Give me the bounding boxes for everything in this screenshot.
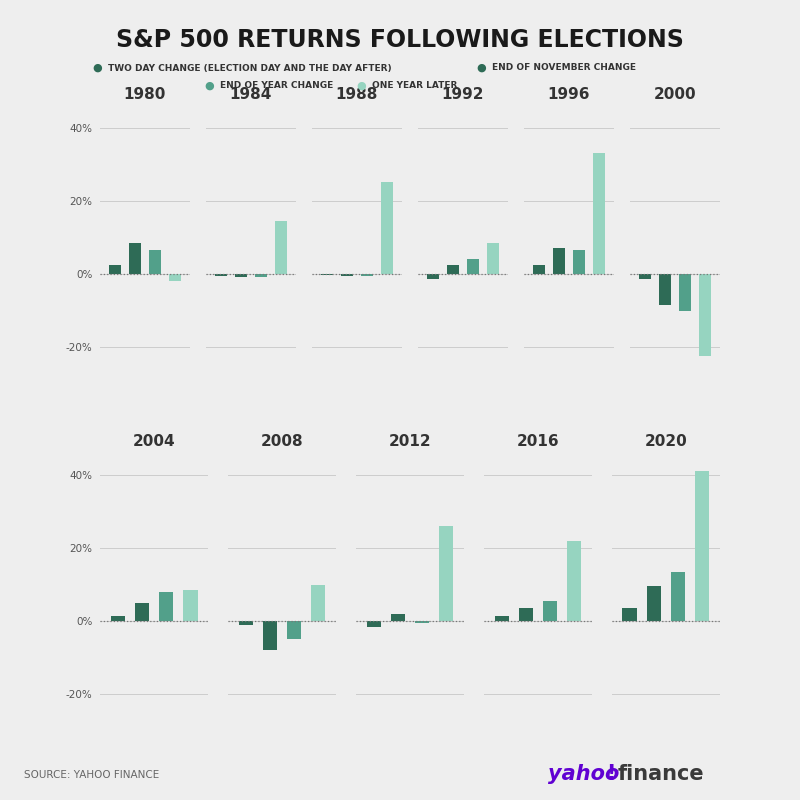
Bar: [390, 614, 405, 621]
Title: 1996: 1996: [548, 86, 590, 102]
Bar: [553, 248, 565, 274]
Title: 2008: 2008: [261, 434, 303, 449]
Bar: [255, 274, 267, 277]
Bar: [699, 274, 711, 356]
Text: SOURCE: YAHOO FINANCE: SOURCE: YAHOO FINANCE: [24, 770, 159, 780]
Bar: [670, 572, 685, 621]
Bar: [287, 621, 302, 639]
Bar: [518, 608, 533, 621]
Bar: [183, 590, 198, 621]
Bar: [129, 243, 141, 274]
Bar: [646, 586, 661, 621]
Title: 1980: 1980: [124, 86, 166, 102]
Text: ONE YEAR LATER: ONE YEAR LATER: [372, 81, 458, 90]
Text: END OF YEAR CHANGE: END OF YEAR CHANGE: [220, 81, 334, 90]
Title: 2000: 2000: [654, 86, 696, 102]
Bar: [149, 250, 161, 274]
Title: 2012: 2012: [389, 434, 431, 449]
Bar: [659, 274, 671, 305]
Bar: [341, 274, 353, 276]
Title: 1992: 1992: [442, 86, 484, 102]
Bar: [679, 274, 691, 310]
Bar: [109, 265, 121, 274]
Title: 1988: 1988: [336, 86, 378, 102]
Bar: [573, 250, 585, 274]
Text: !: !: [606, 764, 616, 784]
Bar: [238, 621, 253, 625]
Bar: [494, 616, 509, 621]
Bar: [567, 541, 582, 621]
Text: finance: finance: [618, 764, 704, 784]
Text: TWO DAY CHANGE (ELECTION DAY AND THE DAY AFTER): TWO DAY CHANGE (ELECTION DAY AND THE DAY…: [108, 63, 392, 73]
Text: ●: ●: [204, 81, 214, 90]
Bar: [366, 621, 381, 626]
Bar: [215, 274, 227, 276]
Title: 2016: 2016: [517, 434, 559, 449]
Bar: [169, 274, 181, 282]
Bar: [467, 259, 479, 274]
Bar: [593, 153, 605, 274]
Bar: [622, 608, 637, 621]
Bar: [235, 274, 247, 277]
Text: END OF NOVEMBER CHANGE: END OF NOVEMBER CHANGE: [492, 63, 636, 73]
Bar: [415, 621, 430, 623]
Bar: [381, 182, 393, 274]
Text: ●: ●: [92, 63, 102, 73]
Bar: [275, 221, 287, 274]
Title: 2004: 2004: [133, 434, 175, 449]
Bar: [361, 274, 373, 276]
Bar: [447, 265, 459, 274]
Text: S&P 500 RETURNS FOLLOWING ELECTIONS: S&P 500 RETURNS FOLLOWING ELECTIONS: [116, 28, 684, 52]
Text: ●: ●: [476, 63, 486, 73]
Bar: [311, 585, 326, 621]
Text: yahoo: yahoo: [548, 764, 619, 784]
Title: 2020: 2020: [645, 434, 687, 449]
Bar: [159, 592, 174, 621]
Bar: [694, 471, 709, 621]
Bar: [321, 274, 333, 275]
Bar: [639, 274, 651, 279]
Bar: [542, 601, 557, 621]
Title: 1984: 1984: [230, 86, 272, 102]
Bar: [439, 526, 454, 621]
Bar: [135, 603, 150, 621]
Bar: [427, 274, 439, 279]
Bar: [487, 243, 499, 274]
Bar: [533, 265, 545, 274]
Bar: [111, 616, 126, 621]
Text: ●: ●: [356, 81, 366, 90]
Bar: [263, 621, 278, 650]
